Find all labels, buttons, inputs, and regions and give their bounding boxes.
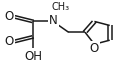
Text: N: N bbox=[49, 14, 58, 27]
Text: OH: OH bbox=[24, 50, 42, 63]
Text: O: O bbox=[90, 42, 99, 55]
Text: CH₃: CH₃ bbox=[51, 2, 69, 12]
Text: O: O bbox=[5, 35, 14, 48]
Text: O: O bbox=[5, 10, 14, 23]
